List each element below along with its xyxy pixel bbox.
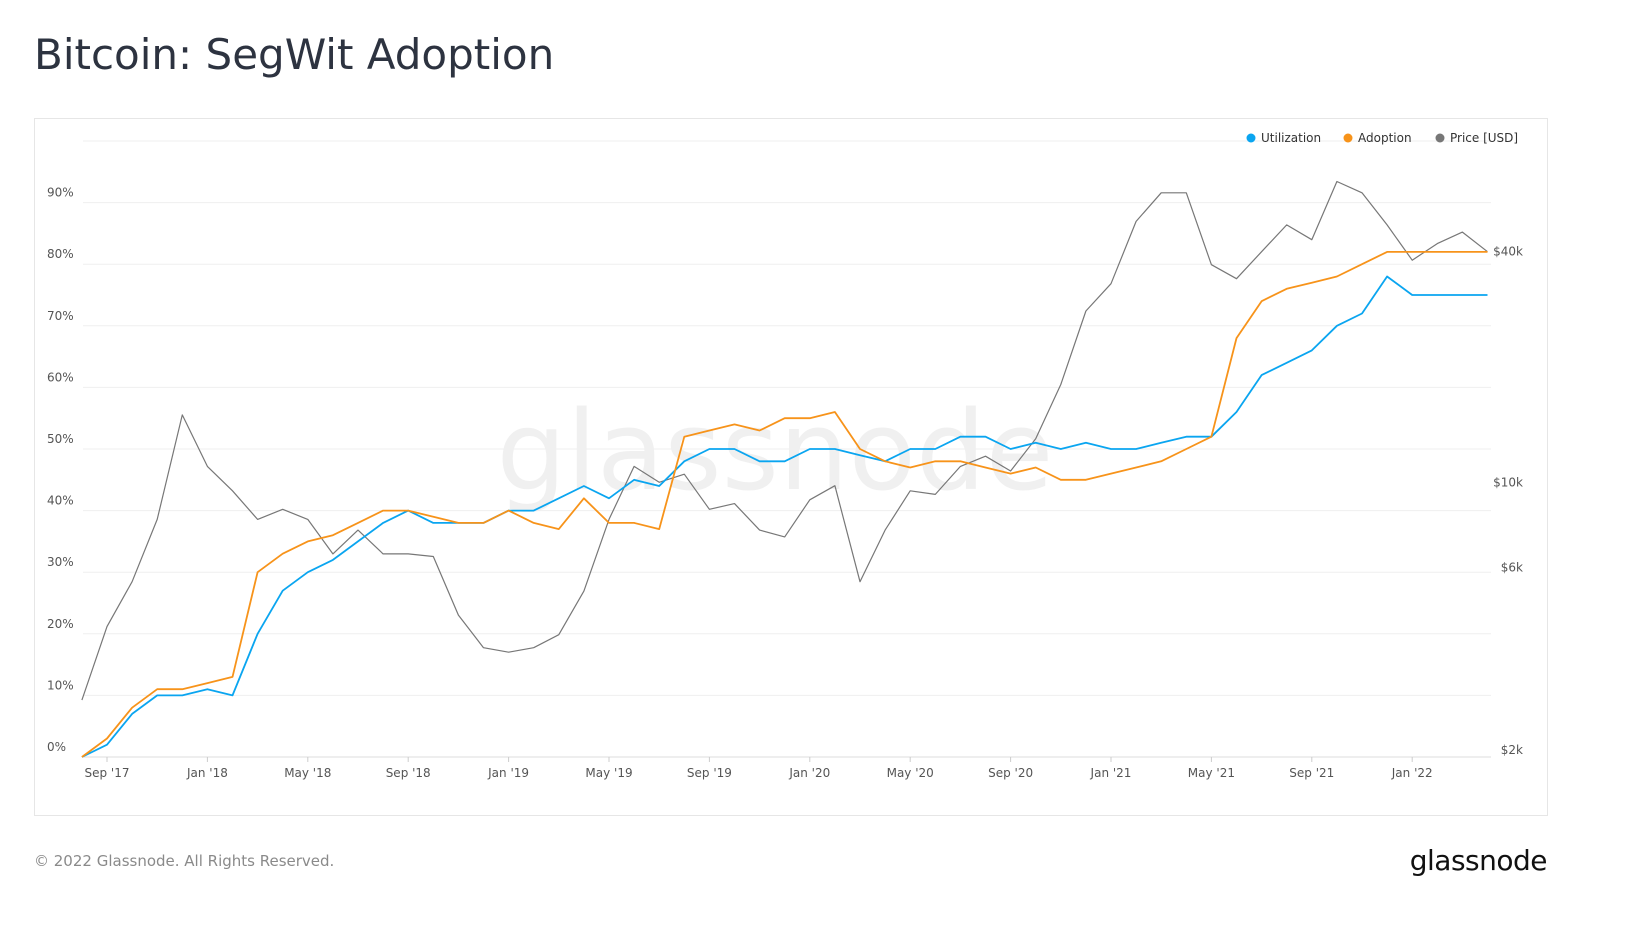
y-left-tick-label: 90% [47, 186, 74, 200]
x-tick-label: Jan '22 [1391, 766, 1433, 780]
chart-card: glassnode 0% 10% 20% 30% 40% 50% 60% 70% 80% 90% $… [34, 118, 1548, 816]
y-left-tick-label: 40% [47, 494, 74, 508]
x-tick-label: Sep '18 [386, 766, 431, 780]
x-tick-label: May '19 [585, 766, 632, 780]
y-right-tick-label: $6k [1501, 560, 1523, 574]
x-tick-label: Jan '19 [487, 766, 529, 780]
x-tick-label: Sep '20 [988, 766, 1033, 780]
y-right-tick-label: $40k [1493, 245, 1523, 259]
series-line-utilization [81, 275, 1488, 758]
x-tick-label: May '20 [887, 766, 934, 780]
chart-svg: glassnode 0% 10% 20% 30% 40% 50% 60% 70% 80% 90% $… [47, 131, 1523, 780]
copyright: © 2022 Glassnode. All Rights Reserved. [34, 852, 335, 870]
y-right-tick-label: $2k [1501, 743, 1523, 757]
watermark: glassnode [497, 387, 1054, 515]
y-left-tick-label: 10% [47, 678, 74, 692]
legend-marker [1246, 133, 1256, 143]
y-left-tick-label: 70% [47, 309, 74, 323]
x-tick-label: Jan '21 [1090, 766, 1132, 780]
legend-label: Adoption [1358, 131, 1412, 145]
x-tick-label: Jan '18 [186, 766, 228, 780]
x-tick-label: May '21 [1188, 766, 1235, 780]
series-line-price-usd- [81, 180, 1488, 701]
y-left-tick-label: 80% [47, 247, 74, 261]
glassnode-logo: glassnode [1409, 844, 1548, 877]
series-line-adoption [81, 250, 1488, 758]
legend-label: Price [USD] [1450, 131, 1518, 145]
x-tick-label: Jan '20 [788, 766, 830, 780]
legend-marker [1435, 133, 1445, 143]
x-tick-label: Sep '19 [687, 766, 732, 780]
y-left-tick-label: 60% [47, 370, 74, 384]
y-right-tick-label: $10k [1493, 475, 1523, 489]
y-left-tick-label: 30% [47, 555, 74, 569]
y-left-tick-label: 50% [47, 432, 74, 446]
x-tick-label: May '18 [284, 766, 331, 780]
legend-marker [1343, 133, 1353, 143]
x-tick-label: Sep '17 [85, 766, 130, 780]
chart-title: Bitcoin: SegWit Adoption [34, 30, 555, 79]
x-tick-label: Sep '21 [1289, 766, 1334, 780]
legend-label: Utilization [1261, 131, 1321, 145]
y-left-tick-label: 0% [47, 740, 66, 754]
y-left-tick-label: 20% [47, 617, 74, 631]
